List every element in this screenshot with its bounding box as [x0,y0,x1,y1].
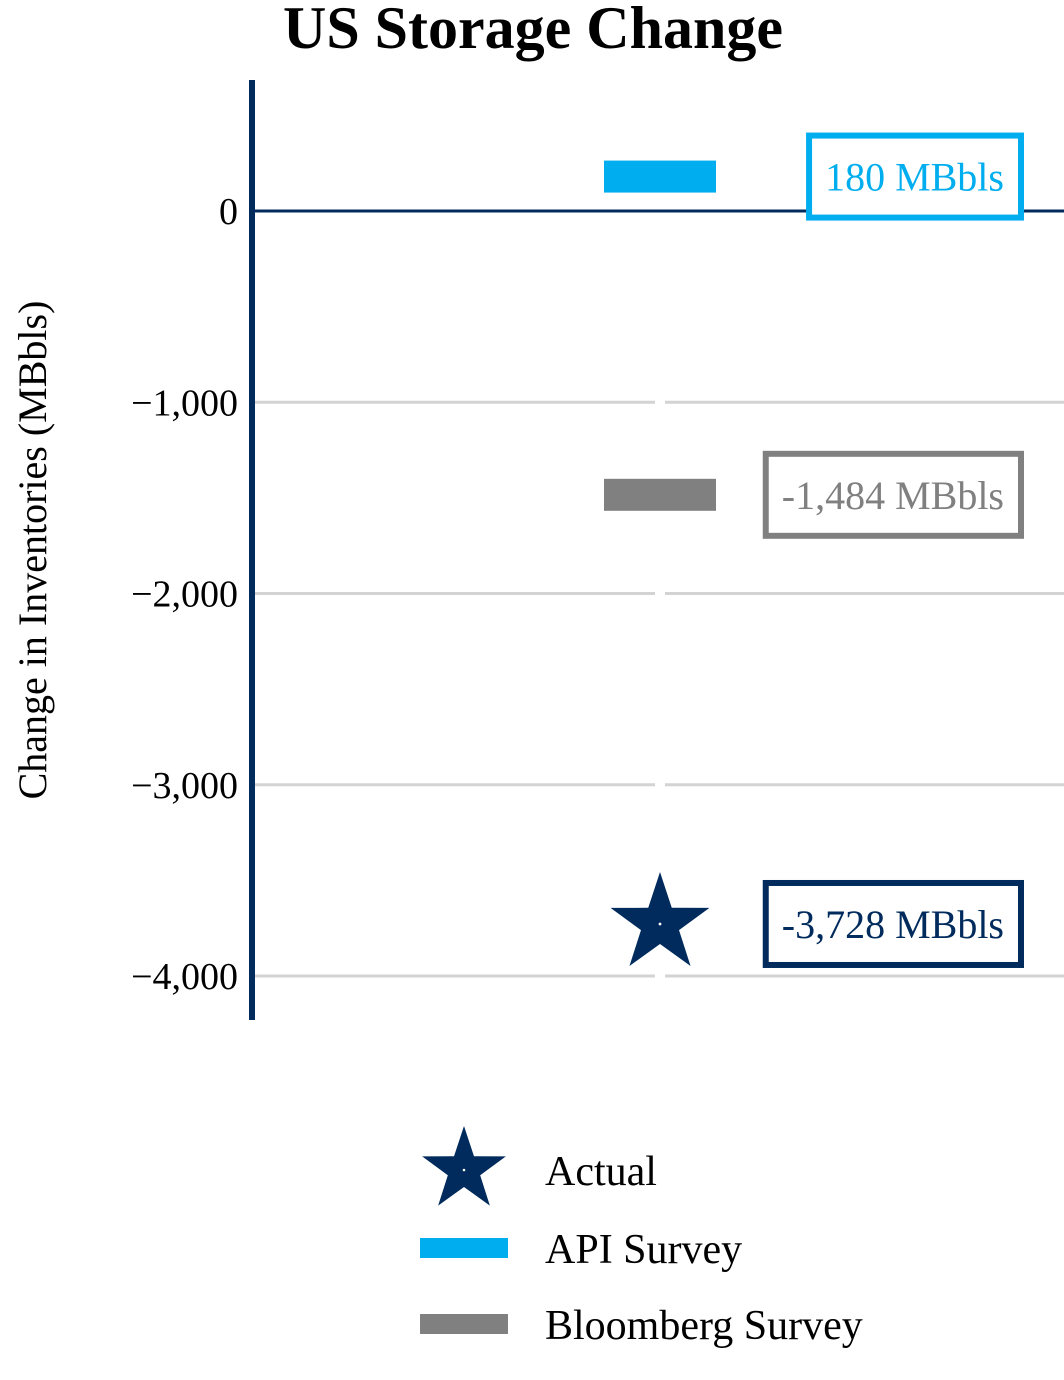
bloomberg-survey-annotation: -1,484 MBbls [762,450,1024,539]
legend-api-survey-swatch [420,1238,508,1258]
legend-actual-star-center [462,1168,466,1172]
y-tick-label: −4,000 [131,956,238,998]
actual-annotation-box [762,879,1024,968]
actual-annotation: -3,728 MBbls [762,879,1024,968]
api-survey-bar-marker [604,160,716,193]
api-survey-annotation: 180 MBbls [806,132,1024,221]
data-marks [604,160,716,967]
bloomberg-survey-annotation-label: -1,484 MBbls [782,473,1004,518]
y-tick-label: 0 [219,191,238,233]
actual-star-marker [610,871,710,967]
bloomberg-survey-annotation-box [762,450,1024,539]
y-tick-labels: 0 −1,000 −2,000 −3,000 −4,000 [131,191,238,998]
legend-api-survey-label: API Survey [545,1227,742,1273]
annotations: -3,728 MBbls 180 MBbls -1,484 MBbls [762,132,1024,968]
legend-actual-label: Actual [545,1149,657,1195]
api-survey-annotation-label: 180 MBbls [825,155,1004,200]
chart-title: US Storage Change [283,0,783,61]
y-tick-label: −2,000 [131,574,238,616]
legend-bloomberg-survey-label: Bloomberg Survey [545,1303,863,1349]
y-axis-label: Change in Inventories (MBbls) [10,301,55,800]
y-tick-label: −3,000 [131,765,238,807]
api-survey-annotation-box [806,132,1024,221]
actual-star-center [658,922,662,926]
legend-bloomberg-survey-swatch [420,1314,508,1334]
grid-lines [252,400,1064,978]
bloomberg-survey-bar-marker [604,478,716,511]
legend: Actual API Survey Bloomberg Survey [420,1126,863,1349]
actual-annotation-label: -3,728 MBbls [782,902,1004,947]
y-tick-label: −1,000 [131,382,238,424]
legend-actual-star [422,1126,506,1206]
